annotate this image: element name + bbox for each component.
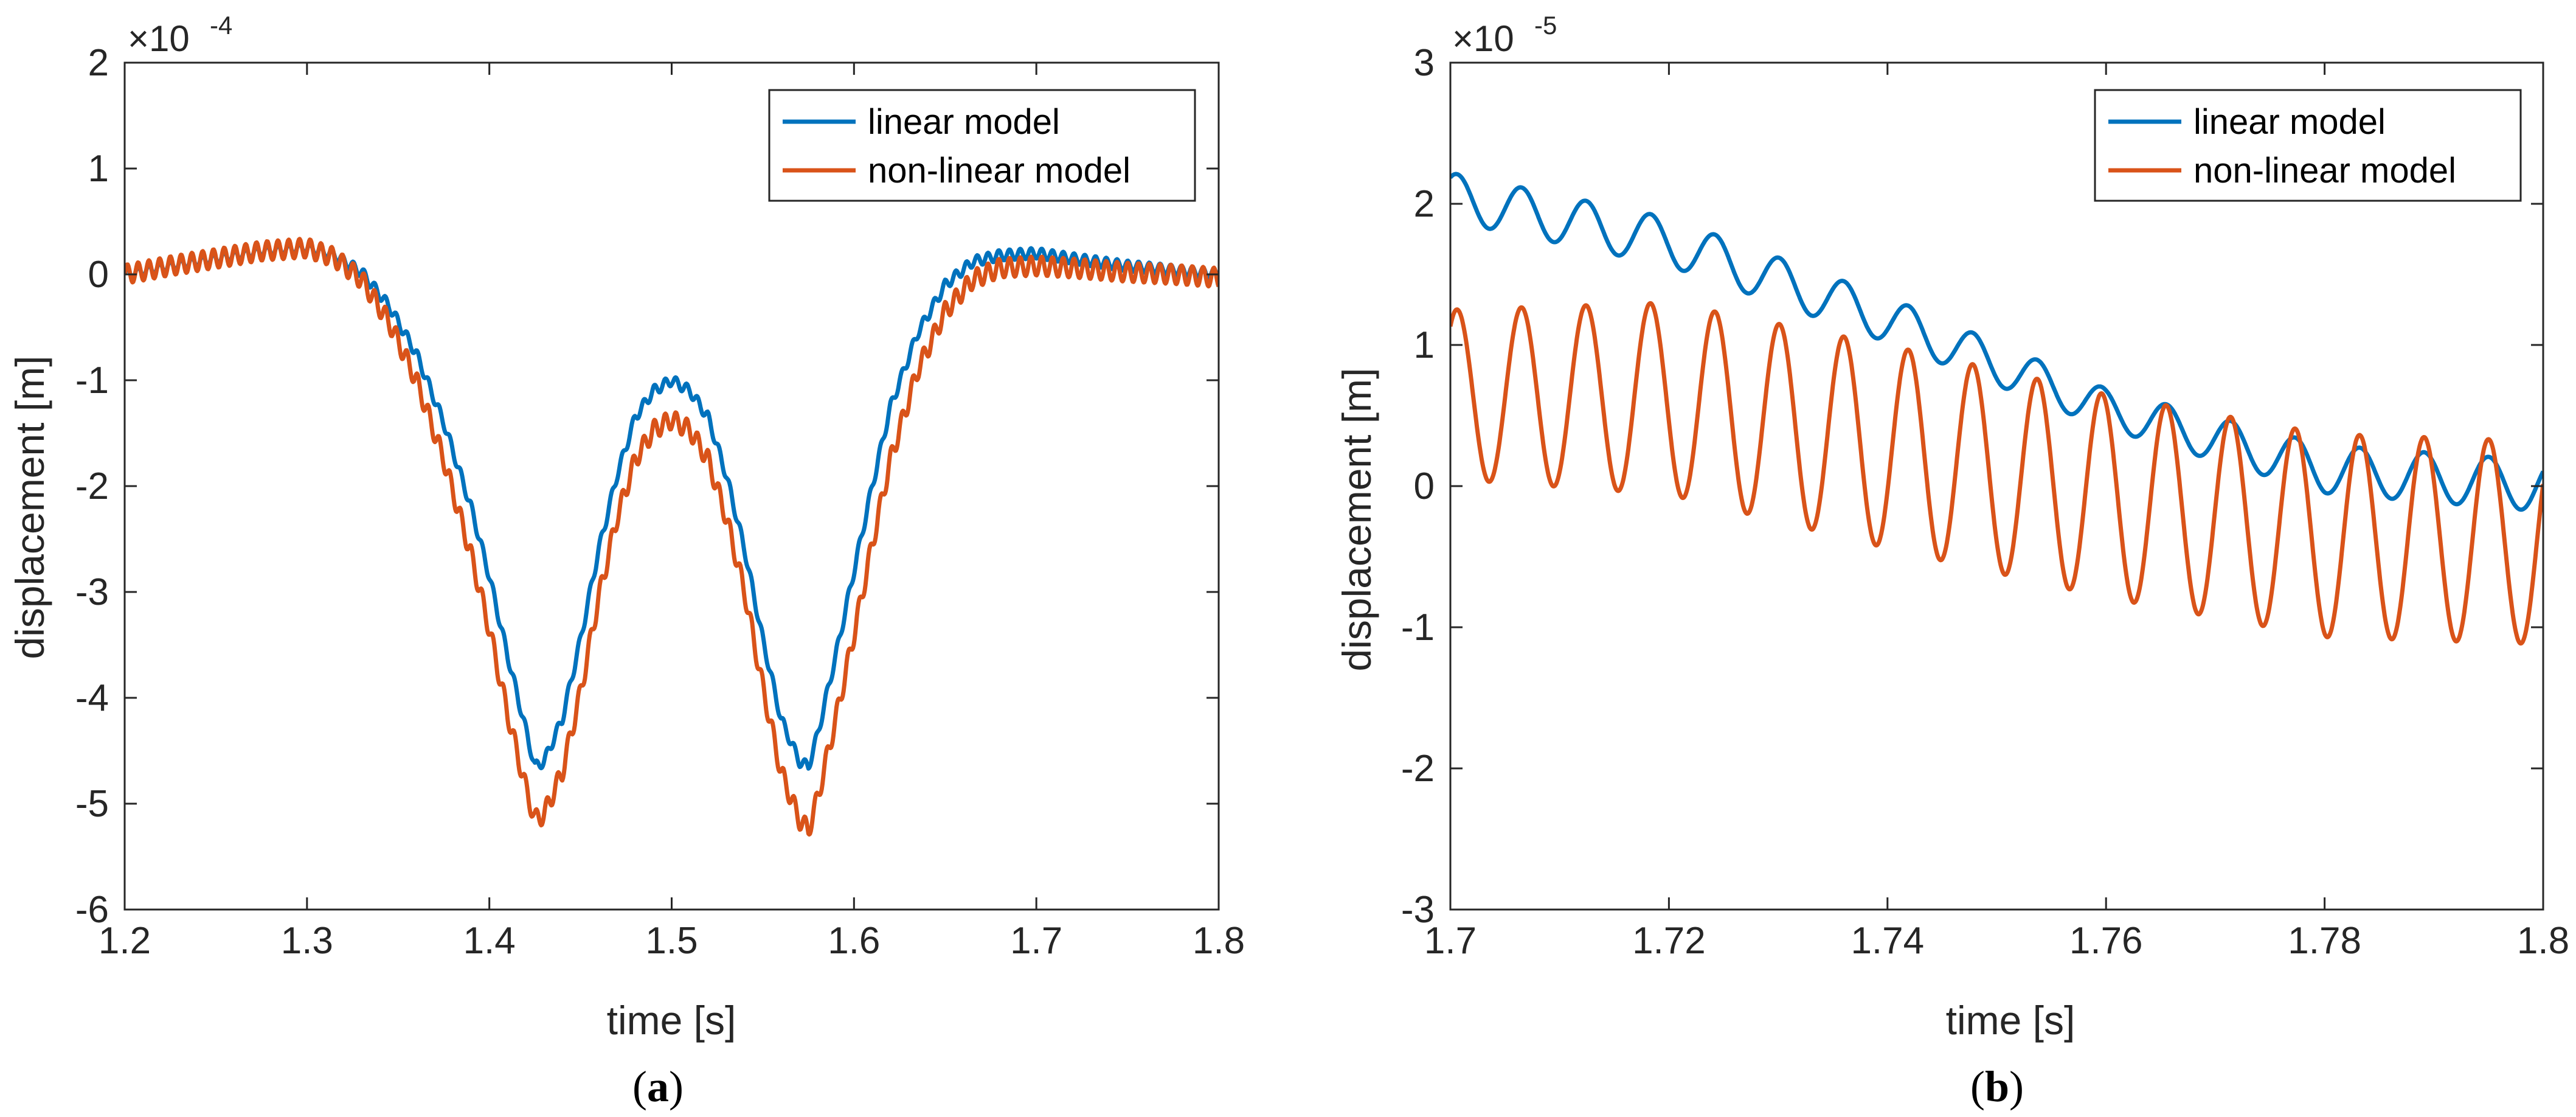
panel-b-y-exponent-prefix: ×10 xyxy=(1452,18,1514,59)
panel-b-label-letter: b xyxy=(1985,1062,2009,1111)
panel-a-y-axis-title: displacement [m] xyxy=(7,356,52,659)
panel-a-label-letter: a xyxy=(647,1062,669,1111)
panel-b-label-close: ) xyxy=(2009,1062,2024,1111)
y-tick-label: -5 xyxy=(75,783,109,825)
y-tick-label: -3 xyxy=(1401,889,1435,931)
x-tick-label: 1.8 xyxy=(2517,920,2569,962)
chart-panel-a: ×10 -4 1.2 1.3 1.4 1.5 1.6 1.7 1.8 2 1 0 -1 -2 -3 -4 -… xyxy=(7,11,1245,1111)
x-tick-label: 1.74 xyxy=(1851,920,1924,962)
panel-b-x-axis-title: time [s] xyxy=(1946,998,2076,1043)
x-tick-label: 1.72 xyxy=(1632,920,1706,962)
series-line-linear-model xyxy=(1450,172,2543,512)
y-tick-label: -4 xyxy=(75,677,109,719)
legend-entry-label: linear model xyxy=(868,102,1060,142)
panel-b-legend: linear model non-linear model xyxy=(2094,89,2522,202)
x-tick-label: 1.7 xyxy=(1424,920,1477,962)
y-tick-label: -2 xyxy=(1401,748,1435,790)
panel-b-label: (b) xyxy=(1970,1062,2024,1111)
legend-entry-label: non-linear model xyxy=(868,151,1130,190)
y-tick-label: 2 xyxy=(1414,183,1435,225)
y-tick-label: 0 xyxy=(88,254,109,296)
x-tick-label: 1.4 xyxy=(463,920,516,962)
y-tick-label: 2 xyxy=(88,42,109,84)
panel-b-label-open: ( xyxy=(1970,1062,1985,1111)
y-tick-label: 0 xyxy=(1414,465,1435,507)
panel-b-y-exponent-power: -5 xyxy=(1534,11,1557,40)
x-tick-label: 1.3 xyxy=(281,920,333,962)
series-line-non-linear-model xyxy=(125,237,1219,837)
legend-entry-label: linear model xyxy=(2193,102,2386,142)
x-tick-label: 1.78 xyxy=(2288,920,2361,962)
panel-a-y-exponent-power: -4 xyxy=(210,11,232,40)
panel-a-y-exponent-prefix: ×10 xyxy=(128,18,190,59)
panel-a-label-close: ) xyxy=(669,1062,684,1111)
y-tick-label: -1 xyxy=(75,360,109,402)
panel-a-plot-area: 1.2 1.3 1.4 1.5 1.6 1.7 1.8 2 1 0 -1 -2 -3 -4 -5 -6 xyxy=(75,42,1245,962)
panel-b-y-axis-title: displacement [m] xyxy=(1334,368,1379,672)
y-tick-label: 3 xyxy=(1414,42,1435,84)
panel-a-legend: linear model non-linear model xyxy=(768,89,1196,202)
y-tick-label: -2 xyxy=(75,465,109,507)
panel-b-plot-area: 1.7 1.72 1.74 1.76 1.78 1.8 3 2 1 0 -1 -2 -3 xyxy=(1401,42,2569,962)
x-tick-label: 1.76 xyxy=(2069,920,2143,962)
x-tick-label: 1.2 xyxy=(99,920,151,962)
y-tick-label: -3 xyxy=(75,571,109,613)
x-tick-label: 1.5 xyxy=(645,920,698,962)
y-tick-label: -6 xyxy=(75,889,109,931)
panel-a-label: (a) xyxy=(632,1062,684,1111)
legend-entry-label: non-linear model xyxy=(2193,151,2456,190)
x-tick-label: 1.6 xyxy=(828,920,880,962)
y-tick-label: 1 xyxy=(88,148,109,190)
chart-panel-b: ×10 -5 1.7 1.72 1.74 1.76 1.78 1.83210-1-2-3 … xyxy=(1334,11,2569,1111)
panel-a-label-open: ( xyxy=(632,1062,647,1111)
legend-box xyxy=(768,89,1196,202)
y-tick-label: -1 xyxy=(1401,607,1435,649)
y-tick-label: 1 xyxy=(1414,324,1435,366)
legend-box xyxy=(2094,89,2522,202)
x-tick-label: 1.7 xyxy=(1010,920,1062,962)
x-tick-label: 1.8 xyxy=(1193,920,1245,962)
series-line-non-linear-model xyxy=(1450,301,2543,646)
panel-a-x-axis-title: time [s] xyxy=(607,998,736,1043)
